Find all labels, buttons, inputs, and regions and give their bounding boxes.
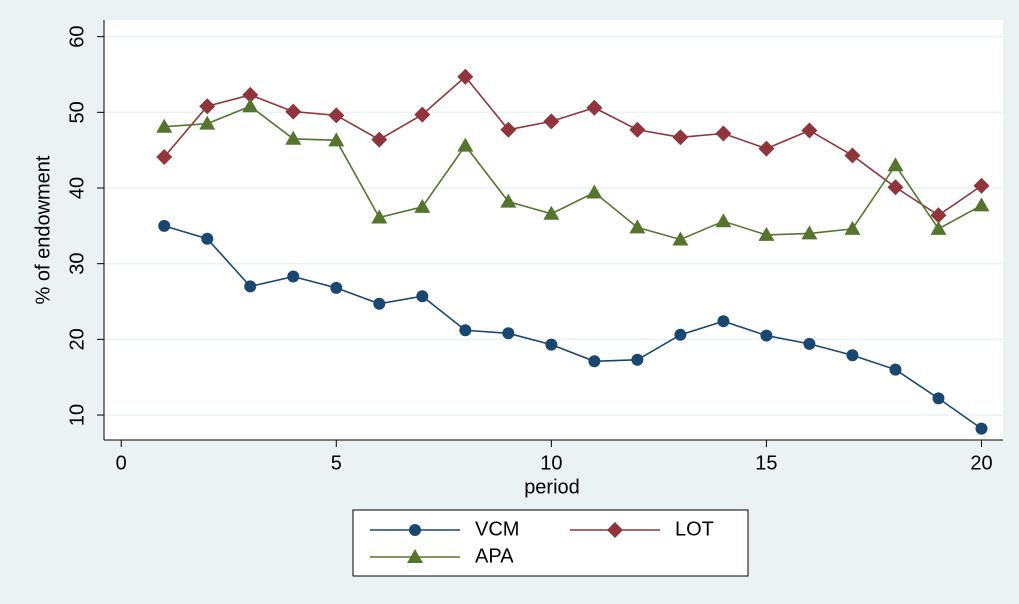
marker — [715, 213, 732, 228]
marker — [330, 281, 343, 294]
marker — [672, 129, 689, 146]
marker — [629, 121, 646, 138]
marker — [844, 147, 861, 164]
marker — [244, 280, 257, 293]
marker — [500, 121, 517, 138]
marker — [328, 132, 345, 147]
marker — [457, 68, 474, 85]
marker — [760, 329, 773, 342]
marker — [674, 328, 687, 341]
marker — [672, 231, 689, 246]
marker — [586, 99, 603, 116]
legend — [352, 509, 749, 577]
marker — [717, 315, 730, 328]
marker — [930, 207, 947, 224]
marker — [285, 103, 302, 120]
x-tick-label: 10 — [540, 452, 562, 474]
marker — [715, 125, 732, 142]
marker — [586, 184, 603, 199]
x-tick-label: 0 — [116, 452, 127, 474]
marker — [500, 193, 517, 208]
marker — [844, 220, 861, 235]
marker — [932, 392, 945, 405]
marker — [887, 157, 904, 172]
legend-marker — [607, 522, 623, 538]
marker — [801, 225, 818, 240]
marker — [629, 219, 646, 234]
y-tick-label: 50 — [66, 101, 88, 123]
marker — [285, 130, 302, 145]
marker — [588, 355, 601, 368]
marker — [889, 363, 902, 376]
marker — [631, 353, 644, 366]
marker — [199, 115, 216, 130]
marker — [414, 106, 431, 123]
marker — [373, 297, 386, 310]
marker — [543, 113, 560, 130]
legend-label: APA — [475, 545, 514, 567]
marker — [543, 205, 560, 220]
marker — [242, 86, 259, 103]
marker — [158, 219, 171, 232]
legend-label: VCM — [475, 518, 519, 540]
marker — [887, 179, 904, 196]
marker — [975, 422, 988, 435]
marker — [371, 209, 388, 224]
marker — [758, 140, 775, 157]
series-line — [164, 105, 982, 241]
marker — [287, 270, 300, 283]
marker — [930, 220, 947, 235]
marker — [416, 290, 429, 303]
marker — [371, 131, 388, 148]
series-line — [163, 225, 982, 430]
x-tick-label: 15 — [755, 452, 777, 474]
marker — [156, 118, 173, 133]
marker — [801, 122, 818, 139]
marker — [459, 324, 472, 337]
legend-label: LOT — [675, 518, 714, 540]
x-tick-label: 5 — [331, 452, 342, 474]
y-axis-title: % of endowment — [32, 155, 54, 304]
x-axis-title: period — [524, 476, 580, 498]
marker — [973, 197, 990, 212]
y-tick-label: 40 — [66, 177, 88, 199]
y-tick-label: 60 — [66, 26, 88, 48]
marker — [846, 349, 859, 362]
marker — [803, 337, 816, 350]
legend-marker — [407, 549, 423, 563]
marker — [328, 107, 345, 124]
y-tick-label: 30 — [66, 253, 88, 275]
marker — [201, 232, 214, 245]
marker — [199, 98, 216, 115]
plot-area — [104, 20, 1003, 440]
x-tick-label: 20 — [970, 452, 992, 474]
marker — [758, 226, 775, 241]
marker — [502, 327, 515, 340]
legend-marker — [409, 524, 421, 536]
marker — [414, 198, 431, 213]
marker — [973, 177, 990, 194]
marker — [156, 148, 173, 165]
marker — [457, 137, 474, 152]
marker — [242, 98, 259, 113]
y-tick-label: 20 — [66, 328, 88, 350]
y-tick-label: 10 — [66, 404, 88, 426]
marker — [545, 338, 558, 351]
